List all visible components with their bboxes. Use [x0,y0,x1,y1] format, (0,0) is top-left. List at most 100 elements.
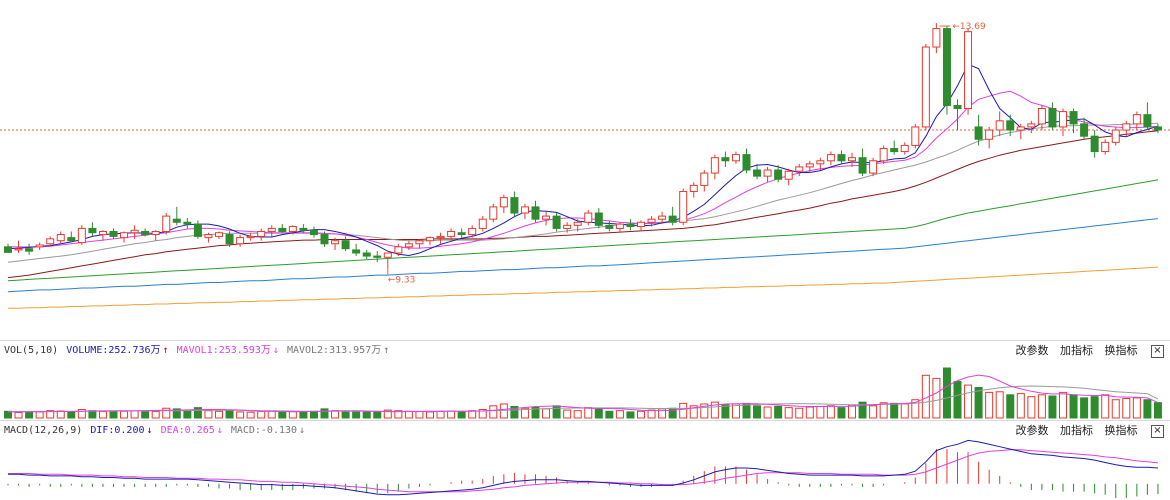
volume-bar [278,411,287,419]
volume-bar [964,384,973,419]
volume-bar [257,410,266,419]
switch-indicator-button[interactable]: 换指标 [1104,344,1138,357]
candle-body [531,206,540,220]
volume-pane[interactable]: VOL(5,10) VOLUME:252.736万 ↑ MAVOL1:253.59… [0,340,1170,420]
candle-body [668,215,677,223]
volume-bar [331,410,340,419]
candle-body [257,230,266,237]
candle-body [77,227,86,244]
volume-bar [594,408,603,419]
volume-bar [46,410,55,419]
volume-bar [816,405,825,419]
volume-bar [784,407,793,419]
candle-body [1153,126,1162,131]
candle-body [246,235,255,239]
candle-body [468,227,477,236]
candle-body [1006,120,1015,131]
volume-bar [932,377,941,419]
candle-body [1016,126,1025,131]
candle-body [985,129,994,140]
volume-chart[interactable] [0,340,1170,420]
candle-body [942,28,951,106]
high-price-label: ←13.69 [952,22,986,32]
volume-bar [447,410,456,419]
add-indicator-button[interactable]: 加指标 [1060,344,1093,357]
candle-body [784,170,793,180]
candle-body [499,197,508,208]
arrow-down-icon: ↓ [299,425,306,436]
candle-body [805,163,814,168]
candle-body [932,28,941,48]
volume-bar [1153,402,1162,419]
candle-body [1143,114,1152,128]
candle-body [731,154,740,162]
volume-bar [204,410,213,419]
volume-bar [299,411,308,419]
macd_dea-line [8,449,1159,493]
candle-body [689,184,698,193]
candle-body [162,215,171,232]
volume-bar [721,404,730,419]
candle-body [974,126,983,140]
close-icon[interactable]: × [1151,424,1164,438]
volume-toolbar: 改参数 加指标 换指标 × [1008,342,1164,360]
volume-bar [457,411,466,419]
volume-bar [1059,391,1067,419]
volume-bar [1132,397,1141,419]
candle-body [520,206,529,214]
close-icon[interactable]: × [1151,344,1164,358]
candle-body [25,248,34,252]
macd-chart[interactable] [0,420,1170,500]
candle-body [869,160,878,174]
candle-body [573,221,582,226]
ma20-line [7,122,1159,263]
candle-body [647,218,656,223]
switch-indicator-button[interactable]: 换指标 [1104,424,1138,437]
candle-body [1111,129,1120,143]
candle-body [46,238,55,245]
volume-bar [584,407,593,419]
candle-body [795,166,804,172]
volume-bar [88,410,97,419]
candle-body [67,237,76,242]
macd-pane[interactable]: MACD(12,26,9) DIF:0.200 ↓ DEA:0.265 ↓ MACD… [0,420,1170,500]
change-params-button[interactable]: 改参数 [1015,424,1049,437]
candlestick-chart[interactable]: ←13.69 ←9.33 [0,0,1170,340]
volume-bar [25,411,34,419]
candle-body [911,126,920,146]
candle-body [172,218,181,223]
candle-body [1090,135,1099,153]
candle-body [278,227,287,232]
volume-bar [1048,395,1057,419]
candle-body [457,232,466,236]
candle-body [426,237,434,242]
volume-bar [373,411,382,419]
volume-bar [151,411,160,419]
price-chart-pane[interactable]: ←13.69 ←9.33 [0,0,1170,340]
candle-body [1069,111,1078,125]
volume-bar [225,409,234,419]
volume-bar [478,408,487,419]
arrow-down-icon: ↓ [146,425,153,436]
volume-bar [130,410,139,419]
candle-body [626,223,635,228]
volume-header: VOL(5,10) VOLUME:252.736万 ↑ MAVOL1:253.59… [4,342,391,360]
candle-body [816,160,825,165]
volume-bar [542,408,551,419]
volume-bar [805,406,814,419]
volume-bar [552,405,561,419]
arrow-up-icon: ↑ [383,345,390,356]
volume-bar [14,412,23,419]
add-indicator-button[interactable]: 加指标 [1060,424,1093,437]
candle-body [288,226,297,232]
volume-bar [615,410,624,419]
volume-bar [162,407,171,419]
candle-body [436,235,445,239]
ma120-line [7,218,1159,293]
change-params-button[interactable]: 改参数 [1015,344,1049,357]
volume-bar [141,411,150,419]
ma250-line [8,266,1159,309]
candle-body [394,246,403,254]
candle-body [742,154,751,171]
volume-bar [679,402,688,419]
